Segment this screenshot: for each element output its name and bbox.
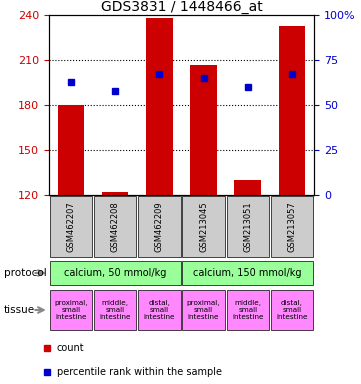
Text: middle,
small
intestine: middle, small intestine: [232, 300, 264, 320]
Bar: [182, 261, 313, 285]
Text: tissue: tissue: [4, 305, 35, 315]
Bar: [57, 105, 84, 195]
Text: GSM462207: GSM462207: [66, 201, 75, 252]
Text: count: count: [57, 343, 84, 353]
Bar: [49, 261, 180, 285]
Text: GSM213057: GSM213057: [287, 201, 296, 252]
Bar: [102, 192, 129, 195]
Bar: [49, 196, 92, 257]
Title: GDS3831 / 1448466_at: GDS3831 / 1448466_at: [100, 0, 262, 14]
Bar: [190, 65, 217, 195]
Text: distal,
small
intestine: distal, small intestine: [144, 300, 175, 320]
Bar: [49, 290, 92, 330]
Bar: [226, 290, 269, 330]
Bar: [271, 290, 313, 330]
Bar: [182, 290, 225, 330]
Text: middle,
small
intestine: middle, small intestine: [99, 300, 131, 320]
Bar: [138, 196, 180, 257]
Bar: [94, 196, 136, 257]
Bar: [146, 18, 173, 195]
Text: calcium, 150 mmol/kg: calcium, 150 mmol/kg: [193, 268, 302, 278]
Bar: [279, 25, 305, 195]
Text: proximal,
small
intestine: proximal, small intestine: [54, 300, 88, 320]
Bar: [138, 290, 180, 330]
Bar: [182, 196, 225, 257]
Text: GSM213045: GSM213045: [199, 201, 208, 252]
Bar: [271, 196, 313, 257]
Text: GSM213051: GSM213051: [243, 201, 252, 252]
Bar: [226, 196, 269, 257]
Text: distal,
small
intestine: distal, small intestine: [276, 300, 308, 320]
Text: percentile rank within the sample: percentile rank within the sample: [57, 367, 222, 377]
Text: calcium, 50 mmol/kg: calcium, 50 mmol/kg: [64, 268, 166, 278]
Bar: [94, 290, 136, 330]
Text: GSM462208: GSM462208: [110, 201, 119, 252]
Bar: [235, 180, 261, 195]
Text: protocol: protocol: [4, 268, 46, 278]
Text: proximal,
small
intestine: proximal, small intestine: [187, 300, 220, 320]
Text: GSM462209: GSM462209: [155, 201, 164, 252]
